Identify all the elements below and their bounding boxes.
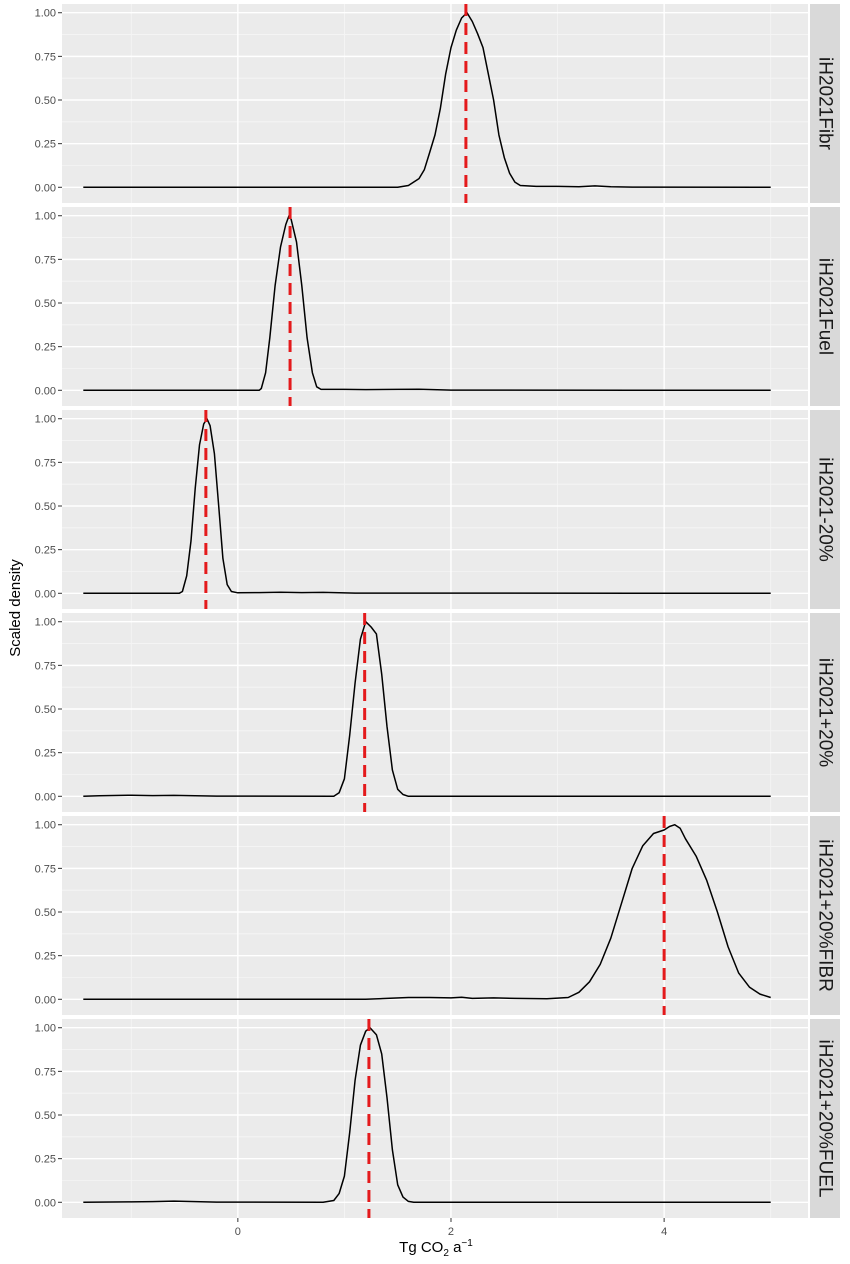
y-tick-label: 0.50 xyxy=(35,501,56,513)
facet-strip xyxy=(810,816,840,1015)
y-tick-label: 0.00 xyxy=(35,588,56,600)
density-curve xyxy=(83,823,771,1001)
facet-strip xyxy=(810,613,840,812)
y-tick-label: 0.00 xyxy=(35,385,56,397)
y-tick-label: 0.25 xyxy=(35,1154,56,1166)
density-curve xyxy=(83,1026,771,1204)
y-tick-label: 0.50 xyxy=(35,1110,56,1122)
panel-5: 0.00 0.25 0.50 0.75 1.00 iH2021+20%FIBR xyxy=(35,816,840,1015)
y-tick-label: 0.75 xyxy=(35,51,56,63)
y-tick-label: 0.25 xyxy=(35,545,56,557)
panel-background xyxy=(62,613,808,812)
panel-background xyxy=(62,1019,808,1218)
y-tick-label: 0.50 xyxy=(35,907,56,919)
x-tick-label: 4 xyxy=(661,1226,667,1238)
density-curve xyxy=(83,214,771,392)
x-axis-title: Tg CO2 a−1 xyxy=(399,1238,473,1259)
facet-strip-label: iH2021+20% xyxy=(815,658,836,767)
panels-group: 0.000.250.500.751.00iH2021Fibr0.000.250.… xyxy=(35,4,840,1238)
y-tick-label: 0.75 xyxy=(35,660,56,672)
y-tick-label: 0.75 xyxy=(35,863,56,875)
panel-background xyxy=(62,4,808,203)
facet-strip-label: iH2021Fuel xyxy=(815,258,836,355)
panel-2: 0.00 0.25 0.50 0.75 1.00 iH2021Fuel xyxy=(35,207,840,406)
y-tick-label: 0.75 xyxy=(35,254,56,266)
y-tick-label: 0.75 xyxy=(35,1066,56,1078)
panel-background xyxy=(62,410,808,609)
facet-strip-label: iH2021+20%FUEL xyxy=(815,1040,836,1198)
y-tick-label: 0.50 xyxy=(35,704,56,716)
y-tick-label: 0.25 xyxy=(35,748,56,760)
y-tick-label: 0.50 xyxy=(35,95,56,107)
facet-strip-label: iH2021Fibr xyxy=(815,57,836,151)
facet-strip xyxy=(810,207,840,406)
x-tick-label: 2 xyxy=(448,1226,454,1238)
y-tick-label: 1.00 xyxy=(35,414,56,426)
y-tick-label: 0.00 xyxy=(35,182,56,194)
y-tick-label: 0.25 xyxy=(35,342,56,354)
panel-1: 0.00 0.25 0.50 0.75 1.00 iH2021Fibr xyxy=(35,4,840,203)
facet-strip xyxy=(810,1019,840,1218)
y-tick-label: 0.00 xyxy=(35,1197,56,1209)
panel-background xyxy=(62,816,808,1015)
facet-strip-label: iH2021+20%FIBR xyxy=(815,839,836,992)
panel-background xyxy=(62,207,808,406)
facet-strip xyxy=(810,410,840,609)
panel-6: 0.00 0.25 0.50 0.75 1.00 iH2021+20%FUEL xyxy=(35,1019,840,1218)
panel-3: 0.00 0.25 0.50 0.75 1.00 iH2021-20% xyxy=(35,410,840,609)
x-tick-label: 0 xyxy=(235,1226,241,1238)
y-tick-label: 1.00 xyxy=(35,617,56,629)
density-curve xyxy=(83,620,771,798)
y-tick-label: 0.25 xyxy=(35,139,56,151)
y-tick-label: 0.75 xyxy=(35,457,56,469)
y-tick-label: 1.00 xyxy=(35,820,56,832)
y-tick-label: 0.50 xyxy=(35,298,56,310)
y-axis-title: Scaled density xyxy=(7,559,24,657)
y-tick-label: 1.00 xyxy=(35,1023,56,1035)
y-tick-label: 0.00 xyxy=(35,791,56,803)
panel-4: 0.00 0.25 0.50 0.75 1.00 iH2021+20% xyxy=(35,613,840,812)
y-tick-label: 1.00 xyxy=(35,211,56,223)
y-tick-label: 1.00 xyxy=(35,8,56,20)
y-tick-label: 0.00 xyxy=(35,994,56,1006)
facet-strip xyxy=(810,4,840,203)
facet-strip-label: iH2021-20% xyxy=(815,457,836,562)
density-curve xyxy=(83,11,771,189)
y-tick-label: 0.25 xyxy=(35,951,56,963)
density-curve xyxy=(83,417,771,595)
